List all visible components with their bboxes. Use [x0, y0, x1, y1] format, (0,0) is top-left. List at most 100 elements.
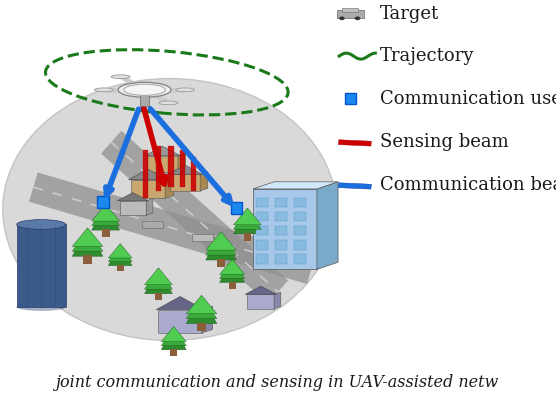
Bar	[191, 157, 196, 191]
Bar	[197, 323, 206, 331]
Polygon shape	[200, 172, 208, 191]
Bar	[17, 224, 66, 307]
Bar	[170, 349, 177, 356]
Bar	[256, 197, 268, 207]
Polygon shape	[220, 259, 245, 274]
Ellipse shape	[17, 303, 66, 310]
Bar	[147, 156, 178, 172]
Bar	[275, 226, 287, 235]
Text: Sensing beam: Sensing beam	[380, 133, 509, 151]
Bar	[83, 256, 92, 264]
Bar	[294, 212, 306, 221]
Polygon shape	[92, 204, 120, 221]
Polygon shape	[317, 182, 338, 269]
Ellipse shape	[17, 220, 66, 229]
Bar	[102, 229, 110, 237]
Polygon shape	[145, 268, 172, 285]
Polygon shape	[108, 245, 132, 265]
Bar	[117, 265, 123, 271]
Polygon shape	[92, 205, 120, 226]
Bar	[294, 226, 306, 235]
Bar	[143, 150, 148, 198]
Polygon shape	[220, 260, 245, 279]
Polygon shape	[161, 327, 186, 346]
Polygon shape	[108, 244, 132, 262]
Bar	[97, 196, 109, 208]
Text: Communication beam: Communication beam	[380, 176, 556, 194]
Polygon shape	[161, 327, 186, 342]
Bar	[275, 240, 287, 250]
Polygon shape	[245, 286, 276, 294]
Polygon shape	[145, 269, 172, 289]
Polygon shape	[253, 182, 338, 189]
Bar	[247, 294, 274, 309]
Bar	[131, 180, 165, 198]
Bar	[294, 197, 306, 207]
Bar	[168, 146, 174, 187]
Polygon shape	[167, 165, 202, 174]
Bar	[229, 282, 236, 289]
Polygon shape	[202, 306, 213, 333]
Ellipse shape	[118, 82, 171, 97]
Bar	[256, 226, 268, 235]
Polygon shape	[186, 296, 217, 319]
Polygon shape	[92, 206, 120, 230]
Polygon shape	[156, 297, 204, 310]
Polygon shape	[72, 230, 103, 256]
Bar	[345, 93, 356, 103]
Polygon shape	[220, 261, 245, 283]
Ellipse shape	[339, 16, 345, 20]
Polygon shape	[274, 292, 281, 309]
Bar	[294, 240, 306, 250]
Bar	[142, 221, 163, 228]
Ellipse shape	[355, 16, 360, 20]
Polygon shape	[145, 146, 180, 156]
Text: joint communication and sensing in UAV-assisted netw: joint communication and sensing in UAV-a…	[56, 374, 500, 391]
Text: Communication user: Communication user	[380, 90, 556, 108]
Bar	[192, 234, 213, 241]
Bar	[275, 254, 287, 264]
Polygon shape	[234, 209, 261, 234]
Bar	[217, 259, 225, 267]
Bar	[256, 240, 268, 250]
Ellipse shape	[159, 101, 178, 105]
Polygon shape	[206, 233, 236, 260]
Ellipse shape	[176, 88, 195, 92]
Bar	[120, 201, 146, 215]
Polygon shape	[178, 153, 186, 172]
Polygon shape	[165, 177, 173, 198]
Polygon shape	[234, 208, 261, 225]
Polygon shape	[145, 269, 172, 294]
Polygon shape	[72, 229, 103, 251]
FancyArrow shape	[339, 183, 371, 189]
Polygon shape	[161, 328, 186, 350]
Text: Trajectory: Trajectory	[380, 47, 474, 65]
Polygon shape	[128, 169, 167, 180]
Bar	[156, 146, 161, 191]
Polygon shape	[117, 193, 148, 201]
Ellipse shape	[111, 75, 130, 78]
Bar	[294, 254, 306, 264]
Bar	[244, 233, 251, 240]
Bar	[180, 150, 185, 187]
Polygon shape	[146, 199, 153, 215]
Bar	[158, 310, 202, 333]
Polygon shape	[253, 189, 317, 269]
Bar	[140, 96, 149, 106]
Ellipse shape	[124, 84, 166, 96]
Bar	[256, 212, 268, 221]
Ellipse shape	[95, 88, 113, 92]
Polygon shape	[206, 232, 236, 250]
Bar	[170, 174, 200, 191]
Bar	[342, 8, 358, 12]
FancyArrow shape	[339, 140, 371, 146]
Polygon shape	[234, 209, 261, 229]
Polygon shape	[108, 244, 132, 258]
Polygon shape	[206, 232, 236, 255]
Bar	[337, 10, 364, 18]
Ellipse shape	[3, 78, 336, 340]
Bar	[231, 203, 242, 214]
Polygon shape	[72, 228, 103, 246]
Bar	[275, 197, 287, 207]
Bar	[155, 293, 162, 300]
